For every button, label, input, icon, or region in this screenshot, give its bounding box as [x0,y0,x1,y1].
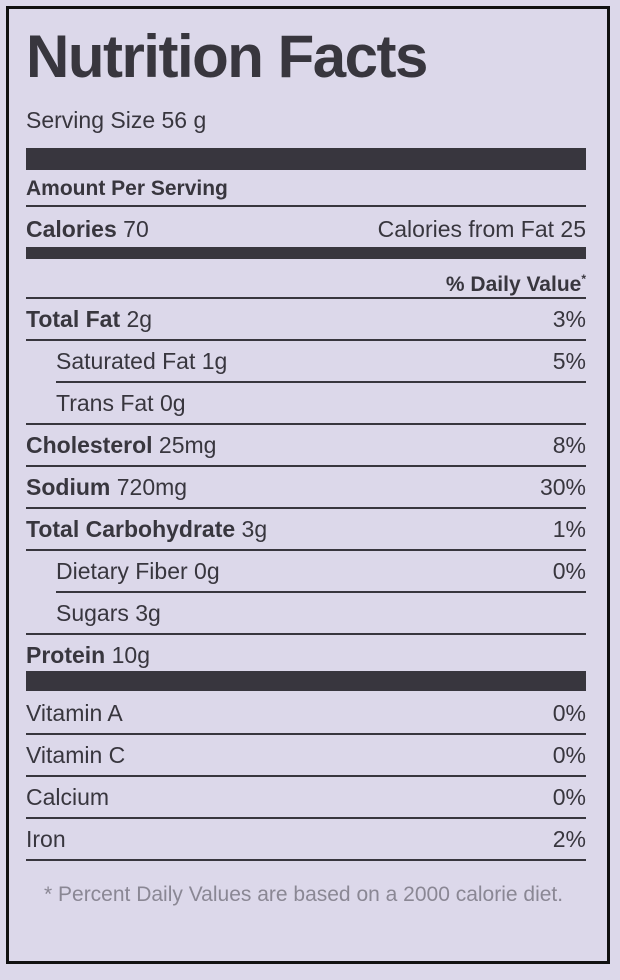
nutrient-label: Total Carbohydrate [26,516,236,542]
title: Nutrition Facts [26,23,428,90]
nutrient-amount: 25mg [158,432,217,458]
daily-value: 5% [552,348,586,374]
calories: Calories 70 [26,215,149,243]
thick-rule [26,148,586,170]
rule [26,817,586,819]
daily-value: 30% [539,474,586,500]
vitamin-label: Iron [26,826,66,852]
calories-label: Calories [26,216,117,242]
rule [26,549,586,551]
label-frame [6,6,610,964]
nutrient: Trans Fat 0g [56,389,186,417]
nutrient-row: Sodium 720mg 30% [26,473,586,501]
nutrient-row: Protein 10g [26,641,586,669]
nutrient-row: Total Fat 2g 3% [26,305,586,333]
nutrient-label: Dietary Fiber [56,558,188,584]
nutrient-label: Sodium [26,474,111,500]
rule [26,465,586,467]
nutrient-label: Saturated Fat [56,348,196,374]
daily-value: 8% [552,432,586,458]
vitamin-row: Vitamin A 0% [26,699,586,727]
vitamin-label: Vitamin A [26,700,123,726]
nutrient-amount: 3g [135,600,161,626]
nutrient-amount: 3g [241,516,268,542]
rule [26,859,586,861]
nutrient-amount: 1g [201,348,228,374]
nutrient: Protein 10g [26,641,150,669]
vitamin-label: Calcium [26,784,110,810]
daily-value: 3% [552,306,586,332]
daily-value-mark: * [581,272,586,286]
daily-value-label: % Daily Value [445,273,582,296]
daily-value-text: % Daily Value* [446,265,586,299]
nutrient-row: Saturated Fat 1g 5% [56,347,586,375]
rule [26,775,586,777]
vitamin-label: Vitamin C [26,742,126,768]
rule [26,633,586,635]
rule [26,297,586,299]
vitamin-row: Calcium 0% [26,783,586,811]
rule [26,339,586,341]
thick-rule [26,671,586,691]
nutrient-label: Protein [26,642,106,668]
nutrient: Sodium 720mg [26,473,187,501]
serving-size: Serving Size 56 g [26,107,207,133]
nutrient-row: Trans Fat 0g [56,389,586,417]
rule [56,381,586,383]
daily-value: 0% [552,700,586,726]
nutrient-row: Sugars 3g [56,599,586,627]
calories-from-fat: Calories from Fat 25 [377,216,586,242]
nutrient-row: Dietary Fiber 0g 0% [56,557,586,585]
nutrient: Total Carbohydrate 3g [26,515,267,543]
nutrient-amount: 0g [159,390,186,416]
nutrient: Sugars 3g [56,599,161,627]
rule [26,205,586,207]
medium-rule [26,247,586,259]
daily-value: 2% [552,826,586,852]
daily-value-header: % Daily Value* [26,265,586,299]
nutrient-row: Cholesterol 25mg 8% [26,431,586,459]
daily-value: 0% [552,742,586,768]
daily-value: 0% [552,784,586,810]
footnote: * Percent Daily Values are based on a 20… [44,883,564,906]
nutrient: Dietary Fiber 0g [56,557,220,585]
calories-row: Calories 70 Calories from Fat 25 [26,215,586,243]
rule [56,591,586,593]
vitamin-row: Vitamin C 0% [26,741,586,769]
nutrient-amount: 2g [126,306,153,332]
nutrient: Saturated Fat 1g [56,347,227,375]
nutrient-amount: 720mg [116,474,188,500]
nutrient-label: Trans Fat [56,390,154,416]
nutrient-label: Cholesterol [26,432,153,458]
calories-value: 70 [123,216,149,242]
daily-value: 0% [552,558,586,584]
rule [26,423,586,425]
daily-value: 1% [552,516,586,542]
nutrient-row: Total Carbohydrate 3g 1% [26,515,586,543]
nutrient-label: Sugars [56,600,129,626]
rule [26,733,586,735]
nutrient: Total Fat 2g [26,305,152,333]
vitamin-row: Iron 2% [26,825,586,853]
amount-per-serving: Amount Per Serving [26,177,228,200]
nutrient: Cholesterol 25mg [26,431,216,459]
nutrient-amount: 10g [111,642,150,668]
rule [26,507,586,509]
nutrient-label: Total Fat [26,306,121,332]
nutrient-amount: 0g [194,558,220,584]
